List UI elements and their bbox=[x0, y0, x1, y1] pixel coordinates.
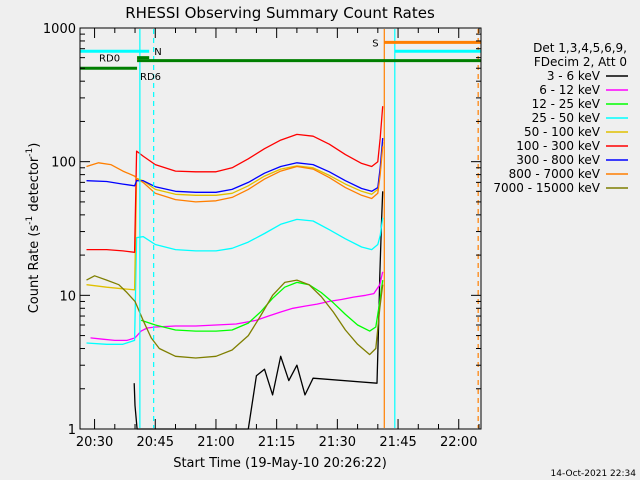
legend-header-line-1: Det 1,3,4,5,6,9, bbox=[533, 41, 627, 55]
y-tick-label-2: 100 bbox=[51, 156, 76, 171]
series-layer bbox=[86, 106, 384, 430]
footer-date: 14-Oct-2021 22:34 bbox=[551, 469, 637, 479]
flag-label-1: RD0 bbox=[99, 54, 120, 65]
x-axis-label: Start Time (19-May-10 20:26:22) bbox=[173, 456, 387, 471]
chart-title: RHESSI Observing Summary Count Rates bbox=[125, 4, 435, 22]
series-line-6 bbox=[86, 138, 384, 193]
series-line-3 bbox=[86, 217, 384, 345]
x-tick-label-6: 22:00 bbox=[440, 435, 477, 450]
y-label-part-2: detector bbox=[27, 156, 42, 216]
flag-label-2: RD6 bbox=[140, 72, 161, 83]
flag-label-4: S bbox=[372, 38, 378, 49]
series-line-5 bbox=[86, 106, 384, 253]
y-label-part-3: ) bbox=[27, 143, 42, 148]
y-tick-label-0: 1 bbox=[68, 423, 76, 438]
flag-layer: N RD0 RD6 S bbox=[80, 29, 481, 428]
y-label-part-1: Count Rate (s bbox=[27, 225, 42, 314]
series-line-0 bbox=[133, 191, 384, 430]
legend-label-1: 6 - 12 keV bbox=[539, 83, 601, 97]
y-axis-label: Count Rate (s-1 detector-1) bbox=[25, 143, 42, 314]
series-line-2 bbox=[140, 280, 384, 332]
x-tick-label-2: 21:00 bbox=[197, 435, 234, 450]
legend-label-6: 300 - 800 keV bbox=[516, 153, 600, 167]
axis-layer: 20:30 20:45 21:00 21:15 21:30 21:45 22:00 1 10 10… bbox=[43, 22, 481, 450]
x-tick-label-4: 21:30 bbox=[319, 435, 356, 450]
legend-label-5: 100 - 300 keV bbox=[516, 139, 600, 153]
series-line-8 bbox=[86, 275, 384, 359]
series-line-7 bbox=[86, 146, 384, 203]
flag-label-0: N bbox=[154, 47, 161, 58]
legend-label-7: 800 - 7000 keV bbox=[509, 167, 601, 181]
plot-frame bbox=[79, 27, 482, 430]
y-tick-label-3: 1000 bbox=[43, 22, 76, 37]
legend-label-0: 3 - 6 keV bbox=[547, 69, 601, 83]
legend-header-line-2: FDecim 2, Att 0 bbox=[534, 55, 627, 69]
y-tick-label-1: 10 bbox=[59, 289, 76, 304]
legend-label-2: 12 - 25 keV bbox=[532, 97, 601, 111]
series-line-4 bbox=[86, 142, 384, 291]
x-tick-label-0: 20:30 bbox=[76, 435, 113, 450]
y-label-sup-1: -1 bbox=[25, 216, 35, 225]
y-label-sup-2: -1 bbox=[25, 148, 35, 157]
legend-label-4: 50 - 100 keV bbox=[524, 125, 601, 139]
legend-label-8: 7000 - 15000 keV bbox=[493, 181, 600, 195]
x-tick-label-3: 21:15 bbox=[258, 435, 295, 450]
legend: Det 1,3,4,5,6,9, FDecim 2, Att 0 3 - 6 k… bbox=[493, 41, 628, 195]
x-tick-label-1: 20:45 bbox=[137, 435, 174, 450]
x-tick-label-5: 21:45 bbox=[379, 435, 416, 450]
legend-label-3: 25 - 50 keV bbox=[532, 111, 601, 125]
